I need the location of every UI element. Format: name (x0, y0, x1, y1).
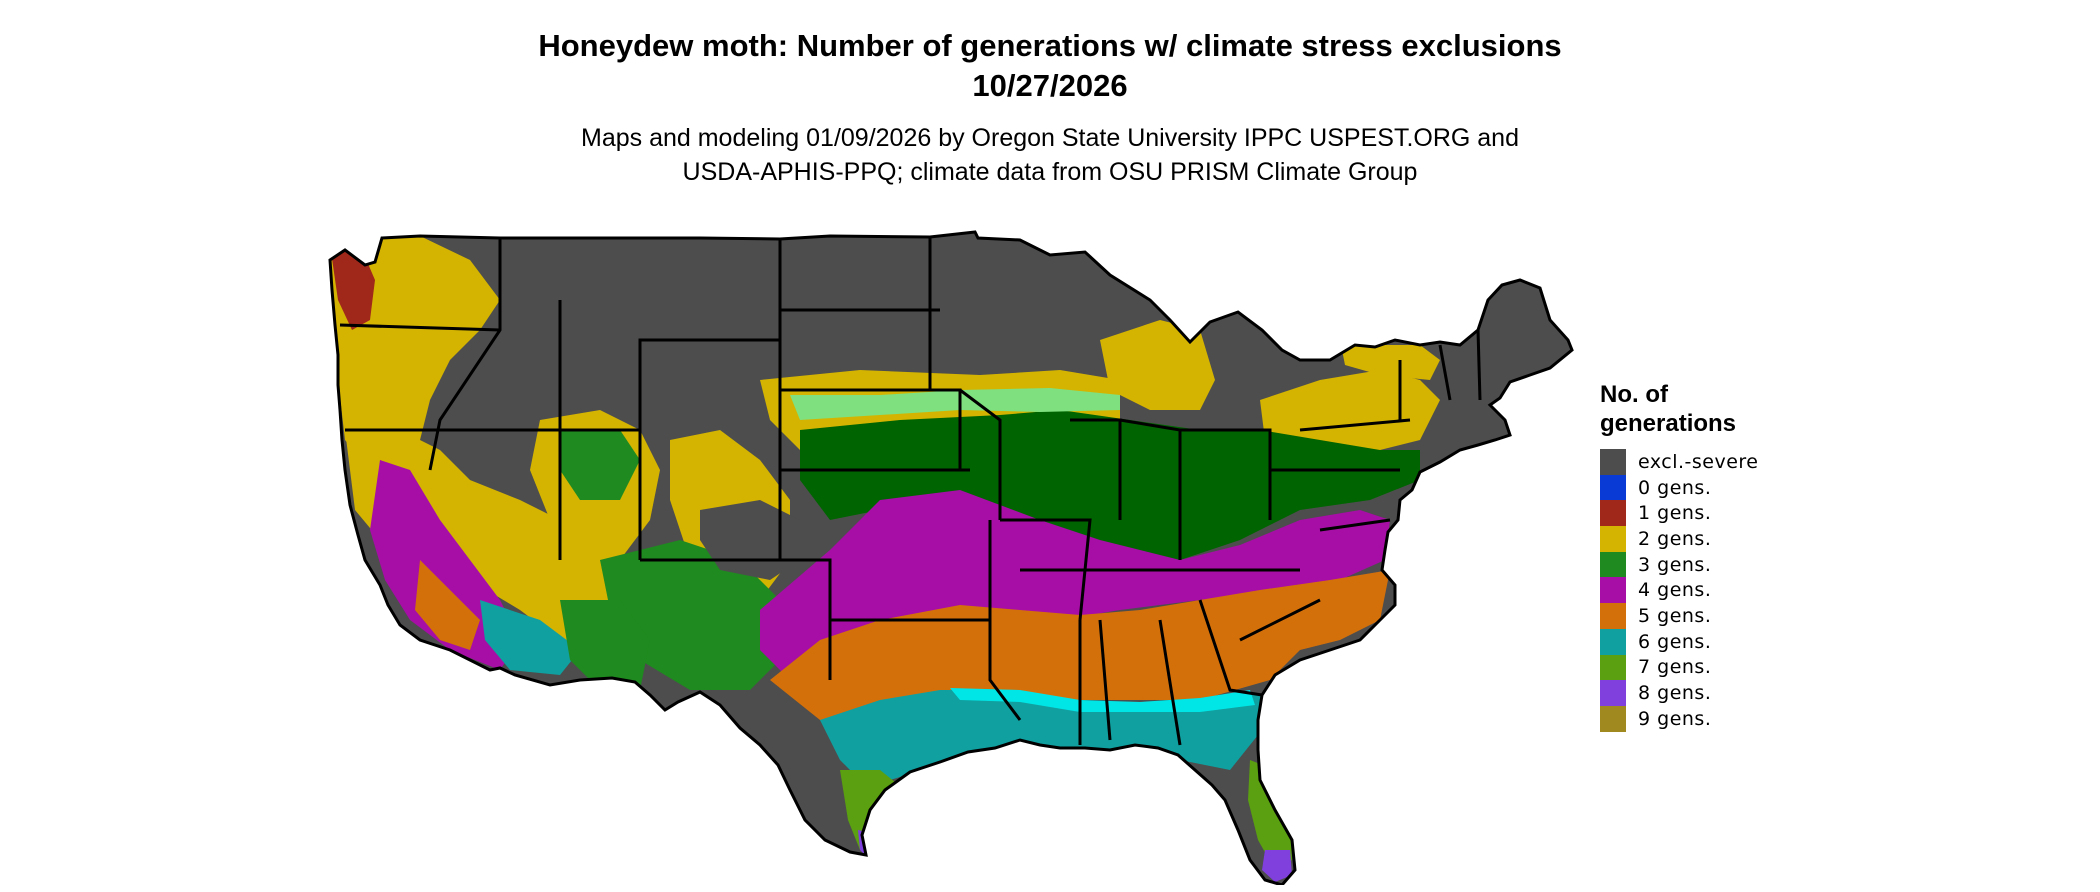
legend-swatch (1600, 500, 1626, 527)
legend-swatch (1600, 551, 1626, 578)
legend-label: 9 gens. (1638, 707, 1712, 730)
legend-swatch (1600, 680, 1626, 706)
zone-8gens-south-florida (1262, 850, 1292, 882)
legend-title: No. of generations (1600, 381, 1737, 437)
legend-item: 7 gens. (1600, 654, 1780, 681)
zone-1gens-coast (330, 245, 375, 330)
legend-swatch (1600, 628, 1626, 655)
zone-6gens-southwest (480, 600, 580, 675)
legend-swatch (1600, 705, 1626, 732)
legend-item: 9 gens. (1600, 705, 1780, 732)
legend-swatch (1600, 603, 1626, 629)
legend-item: 2 gens. (1600, 526, 1780, 552)
legend-item: excl.-severe (1600, 449, 1780, 475)
legend-label: 7 gens. (1638, 656, 1712, 679)
legend-item: 0 gens. (1600, 474, 1780, 501)
legend-item: 1 gens. (1600, 500, 1780, 527)
legend-label: 4 gens. (1638, 579, 1712, 602)
zone-3gens-light-band (790, 388, 1120, 420)
legend-swatch (1600, 449, 1626, 475)
map-legend: No. of generations excl.-severe 0 gens. 1 … (1600, 380, 1780, 732)
legend-item: 5 gens. (1600, 603, 1780, 629)
zone-2gens-great-lakes (1100, 320, 1215, 410)
zone-3gens-southwest-desert (560, 600, 650, 690)
generation-zones (330, 232, 1572, 885)
zone-5gens-california (415, 560, 480, 650)
legend-item: 8 gens. (1600, 680, 1780, 706)
legend-label: 6 gens. (1638, 630, 1712, 653)
zone-6gens-gulf (820, 690, 1262, 780)
legend-swatch (1600, 654, 1626, 681)
legend-swatch (1600, 526, 1626, 552)
zone-3gens-midwest (800, 410, 1420, 560)
map-subtitle-line2: USDA-APHIS-PPQ; climate data from OSU PR… (682, 158, 1418, 186)
legend-swatch (1600, 474, 1626, 501)
zone-6gens-cyan-band (950, 688, 1255, 712)
legend-label: 0 gens. (1638, 476, 1712, 499)
legend-label: 2 gens. (1638, 527, 1712, 550)
legend-swatch (1600, 577, 1626, 604)
us-generations-map (328, 230, 1574, 885)
legend-label: 1 gens. (1638, 502, 1712, 525)
legend-item: 6 gens. (1600, 628, 1780, 655)
zone-3gens-intermountain (560, 430, 640, 500)
map-title: Honeydew moth: Number of generations w/ … (538, 28, 1562, 63)
legend-item: 4 gens. (1600, 577, 1780, 604)
zone-2gens-new-england (1340, 340, 1440, 380)
legend-label: 8 gens. (1638, 682, 1712, 705)
legend-label: 5 gens. (1638, 604, 1712, 627)
map-subtitle-line1: Maps and modeling 01/09/2026 by Oregon S… (581, 124, 1519, 152)
map-date: 10/27/2026 (972, 68, 1128, 103)
legend-label: excl.-severe (1638, 450, 1759, 473)
zone-7gens-florida (1248, 760, 1292, 870)
state-borders (328, 230, 1574, 885)
legend-item: 3 gens. (1600, 551, 1780, 578)
legend-label: 3 gens. (1638, 553, 1712, 576)
legend-items: excl.-severe 0 gens. 1 gens. 2 gens. 3 gens.… (1600, 449, 1780, 732)
